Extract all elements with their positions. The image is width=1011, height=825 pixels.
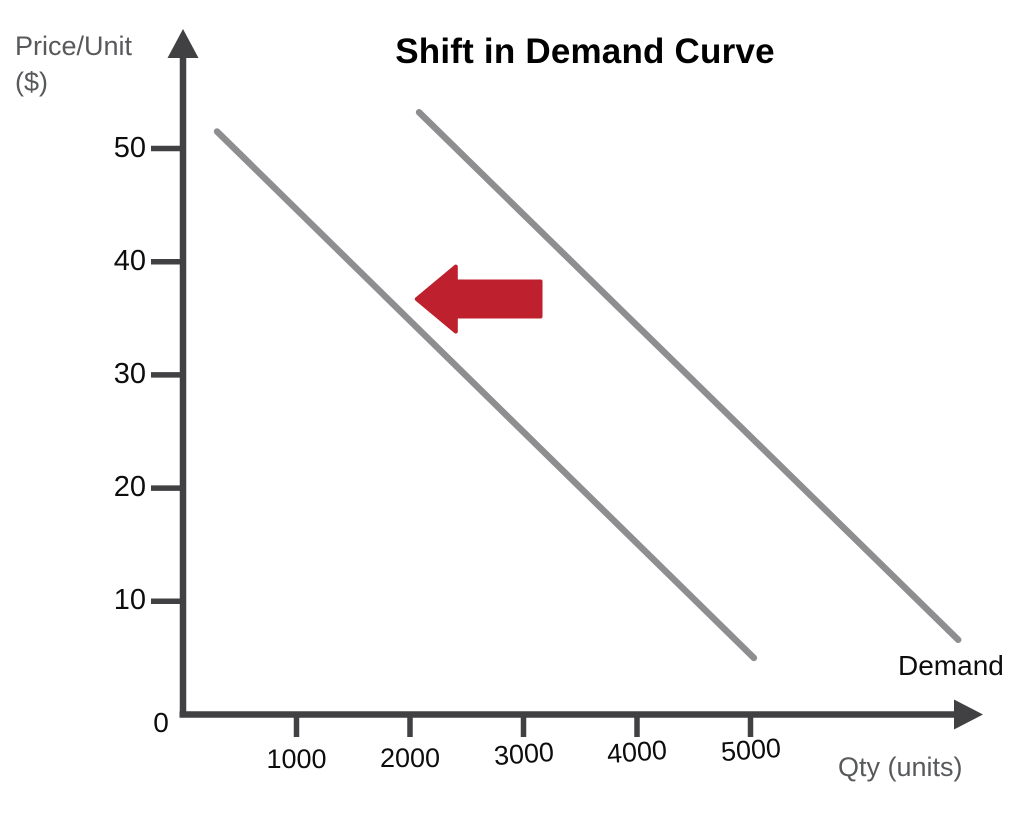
y-tick-label: 10 <box>113 584 146 617</box>
y-tick-label: 30 <box>113 357 146 390</box>
y-axis-label-line1: Price/Unit <box>15 31 133 61</box>
x-tick-label: 1000 <box>266 744 327 774</box>
y-axis-arrowhead <box>167 29 199 58</box>
shift-left-arrow <box>414 264 543 334</box>
demand-curve-shifted <box>213 128 758 662</box>
y-axis-label: Price/Unit ($) <box>15 28 132 101</box>
y-tick-label: 40 <box>113 244 146 277</box>
demand-curve-label: Demand <box>898 650 1004 681</box>
demand-curve-original <box>415 109 962 644</box>
y-tick-label: 20 <box>113 471 146 504</box>
x-axis-arrowhead <box>954 699 983 730</box>
chart-title: Shift in Demand Curve <box>395 32 775 71</box>
x-tick-label: 2000 <box>379 743 441 773</box>
y-tick-label: 50 <box>113 131 146 164</box>
x-axis-label: Qty (units) <box>838 752 963 782</box>
y-axis-label-line2: ($) <box>15 67 48 98</box>
origin-tick-label: 0 <box>153 707 169 738</box>
